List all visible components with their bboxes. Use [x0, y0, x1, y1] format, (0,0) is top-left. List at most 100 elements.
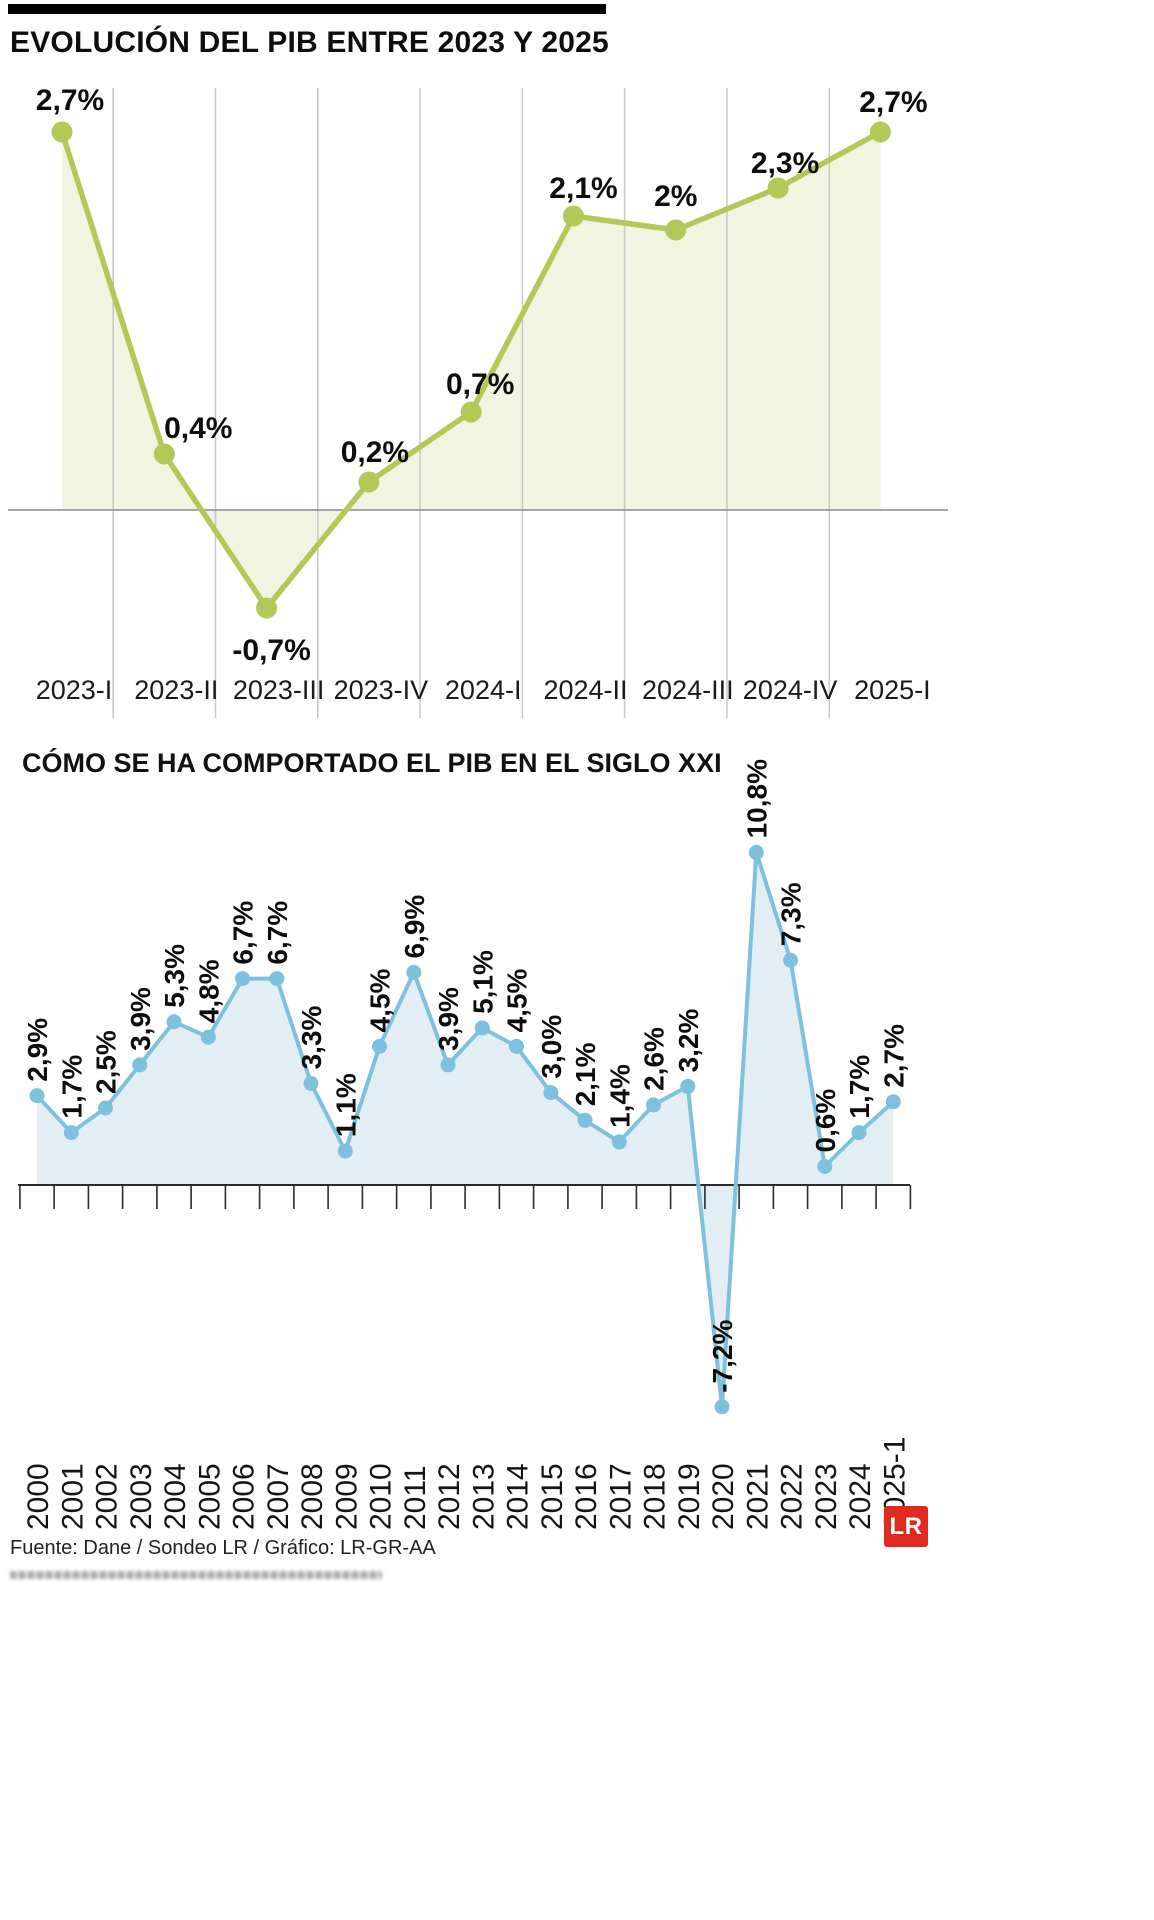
x-axis-label: 2024-II	[543, 675, 627, 705]
data-point	[337, 1143, 353, 1159]
value-label: 1,4%	[604, 1064, 635, 1128]
x-axis-label: 2024-III	[642, 675, 734, 705]
x-axis-label: 2021	[741, 1463, 774, 1530]
lr-logo: LR	[884, 1506, 928, 1547]
value-label: 4,5%	[365, 968, 396, 1032]
data-point	[817, 1159, 833, 1174]
data-point	[98, 1100, 113, 1116]
annual-chart-title: CÓMO SE HA COMPORTADO EL PIB EN EL SIGLO…	[22, 748, 722, 778]
source-credit-text: Fuente: Dane / Sondeo LR / Gráfico: LR-G…	[10, 1537, 436, 1559]
value-label: 0,7%	[446, 368, 514, 401]
value-label: 3,0%	[536, 1015, 567, 1079]
x-axis-label: 2024	[844, 1463, 877, 1530]
value-label: 2,7%	[36, 84, 104, 117]
x-axis-label: 2002	[91, 1463, 124, 1530]
data-point	[714, 1399, 730, 1415]
x-axis-label: 2023-III	[233, 675, 325, 705]
x-axis-label: 2023	[810, 1463, 843, 1530]
value-label: 7,3%	[776, 882, 807, 946]
data-point	[611, 1134, 627, 1150]
value-label: 4,8%	[193, 959, 224, 1023]
value-label: 2,6%	[639, 1027, 670, 1091]
value-label: 2%	[654, 180, 697, 213]
x-axis-label: 2025-I	[854, 675, 931, 705]
area-fill	[62, 132, 881, 608]
data-point	[767, 177, 789, 199]
x-axis-label: 2019	[673, 1463, 706, 1530]
data-point	[748, 844, 764, 860]
value-label: 2,5%	[91, 1030, 122, 1094]
x-axis-label: 2009	[330, 1463, 363, 1530]
data-point	[680, 1078, 696, 1094]
x-axis-label: 2004	[159, 1463, 192, 1530]
x-axis-label: 2020	[707, 1463, 740, 1530]
value-label: 2,1%	[570, 1042, 601, 1106]
x-axis-label: 2013	[467, 1463, 500, 1530]
x-axis-label: 2001	[56, 1463, 89, 1530]
lr-logo-text: LR	[889, 1512, 923, 1540]
x-axis-label: 2011	[399, 1465, 432, 1530]
value-label: 3,3%	[296, 1005, 327, 1069]
data-point	[235, 971, 250, 987]
data-point	[563, 205, 584, 227]
data-point	[153, 443, 175, 465]
data-point	[543, 1085, 559, 1101]
value-label: 6,7%	[262, 901, 293, 965]
data-point	[132, 1057, 148, 1073]
value-label: 6,9%	[399, 895, 430, 959]
data-point	[440, 1057, 456, 1073]
x-axis-label: 2016	[570, 1463, 603, 1530]
value-label: -7,2%	[707, 1320, 738, 1393]
data-point	[29, 1088, 45, 1104]
data-point	[885, 1094, 901, 1110]
data-point	[256, 597, 278, 619]
value-label: 3,9%	[433, 987, 464, 1051]
data-point	[460, 401, 482, 423]
x-axis-label: 2023-IV	[334, 675, 429, 705]
value-label: 1,7%	[56, 1055, 87, 1119]
area-fill	[37, 852, 894, 1407]
value-label: 3,9%	[125, 987, 156, 1051]
fineprint-illegible	[10, 1571, 382, 1579]
value-label: 6,7%	[228, 901, 259, 965]
value-label: 3,2%	[673, 1008, 704, 1072]
data-point	[51, 121, 73, 143]
x-axis-label: 2015	[536, 1463, 569, 1530]
x-axis-label: 2005	[193, 1463, 226, 1530]
value-label: -0,7%	[232, 634, 310, 667]
data-point	[665, 219, 687, 241]
value-label: 10,8%	[741, 759, 772, 838]
value-label: 4,5%	[502, 968, 533, 1032]
x-axis-label: 2012	[433, 1463, 466, 1530]
value-label: 1,7%	[844, 1055, 875, 1119]
x-axis-label: 2003	[125, 1463, 158, 1530]
data-point	[783, 952, 798, 968]
value-label: 0,4%	[164, 412, 232, 445]
data-point	[63, 1125, 79, 1141]
x-axis-label: 2014	[502, 1463, 535, 1530]
data-point	[851, 1125, 867, 1141]
x-axis-label: 2018	[639, 1463, 672, 1530]
value-label: 5,3%	[159, 944, 190, 1008]
top-accent-bar	[8, 4, 606, 14]
data-point	[269, 971, 285, 987]
value-label: 5,1%	[467, 950, 498, 1014]
value-label: 2,3%	[751, 147, 819, 180]
value-label: 2,7%	[878, 1024, 909, 1088]
x-axis-label: 2024-IV	[743, 675, 838, 705]
value-label: 1,1%	[330, 1073, 361, 1137]
x-axis-label: 2007	[262, 1463, 295, 1530]
x-axis-label: 2017	[604, 1463, 637, 1530]
value-label: 0,6%	[810, 1089, 841, 1153]
data-point	[577, 1112, 593, 1128]
pib-quarterly-line-chart: 2,7% 0,4% -0,7% 0,2% 0,7% 2,1% 2% 2,3% 2,7% 2023-…	[8, 84, 948, 718]
x-axis-label: 2022	[776, 1463, 809, 1530]
data-point	[303, 1075, 319, 1091]
value-label: 2,9%	[22, 1018, 53, 1082]
x-axis-label: 2010	[365, 1463, 398, 1530]
data-point	[406, 965, 422, 980]
data-point	[166, 1014, 182, 1030]
x-axis-label: 2024-I	[445, 675, 522, 705]
x-axis-label: 2023-I	[36, 675, 113, 705]
x-axis-label: 2006	[228, 1463, 261, 1530]
